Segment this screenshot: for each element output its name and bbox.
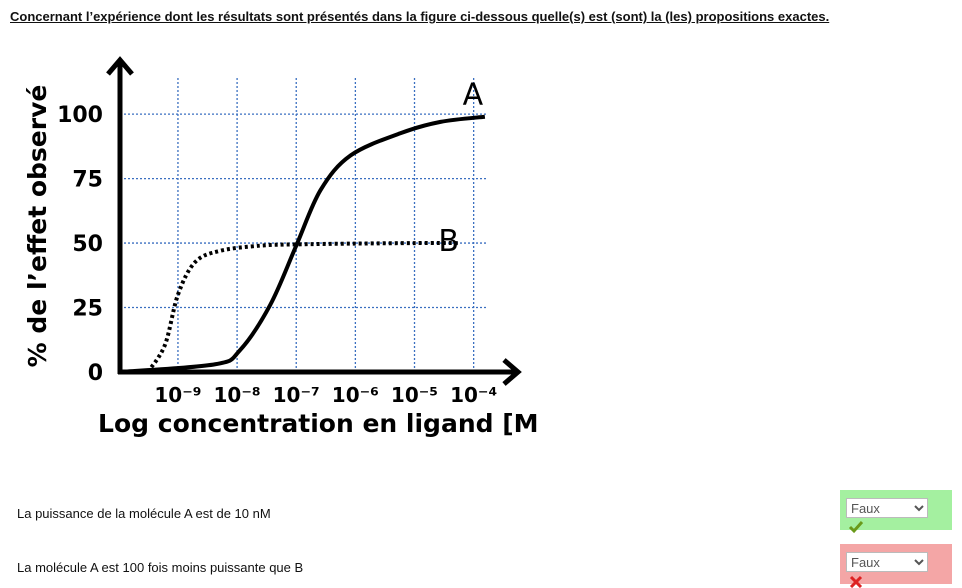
x-tick-label: 10⁻⁸: [214, 383, 261, 407]
y-tick-label: 25: [72, 297, 103, 322]
curve: [119, 114, 486, 374]
x-axis-label: Log concentration en ligand [M]: [98, 409, 540, 438]
feedback-box: Faux: [840, 544, 952, 588]
y-axis-label: % de l’effet observé: [23, 85, 52, 368]
answer-row: La molécule A est 100 fois moins puissan…: [0, 544, 962, 588]
statement: La puissance de la molécule A est de 10 …: [17, 506, 271, 521]
page: Question html, body { margin: 0; padding…: [0, 9, 962, 588]
y-axis-arrow: [106, 56, 134, 76]
x-tick-label: 10⁻⁵: [391, 383, 438, 407]
x-tick-label: 10⁻⁹: [154, 383, 201, 407]
question: Concernant l’expérience dont les résulta…: [10, 9, 830, 24]
y-tick-label: 50: [72, 232, 103, 257]
y-tick-label: 75: [72, 168, 103, 193]
answer-select[interactable]: Faux: [846, 498, 928, 518]
curve-label: B: [438, 224, 459, 259]
check-icon: [848, 521, 864, 534]
statement: La molécule A est 100 fois moins puissan…: [17, 560, 304, 575]
curve: [146, 241, 461, 374]
y-tick-label: 0: [88, 361, 103, 386]
x-tick-label: 10⁻⁴: [450, 383, 497, 407]
answer-row: La puissance de la molécule A est de 10 …: [0, 490, 962, 534]
answer-select[interactable]: Faux: [846, 552, 928, 572]
curve-label: A: [463, 78, 484, 113]
x-tick-label: 10⁻⁶: [332, 383, 379, 407]
y-tick-label: 100: [57, 103, 103, 128]
x-tick-label: 10⁻⁷: [273, 383, 320, 407]
check: [848, 521, 864, 534]
cross-icon: [849, 575, 863, 588]
x-axis-arrow: [502, 358, 522, 386]
cross: [849, 575, 863, 588]
feedback-box: Faux: [840, 490, 952, 534]
body: {"question": "Concernant l’expérience do…: [0, 9, 962, 588]
